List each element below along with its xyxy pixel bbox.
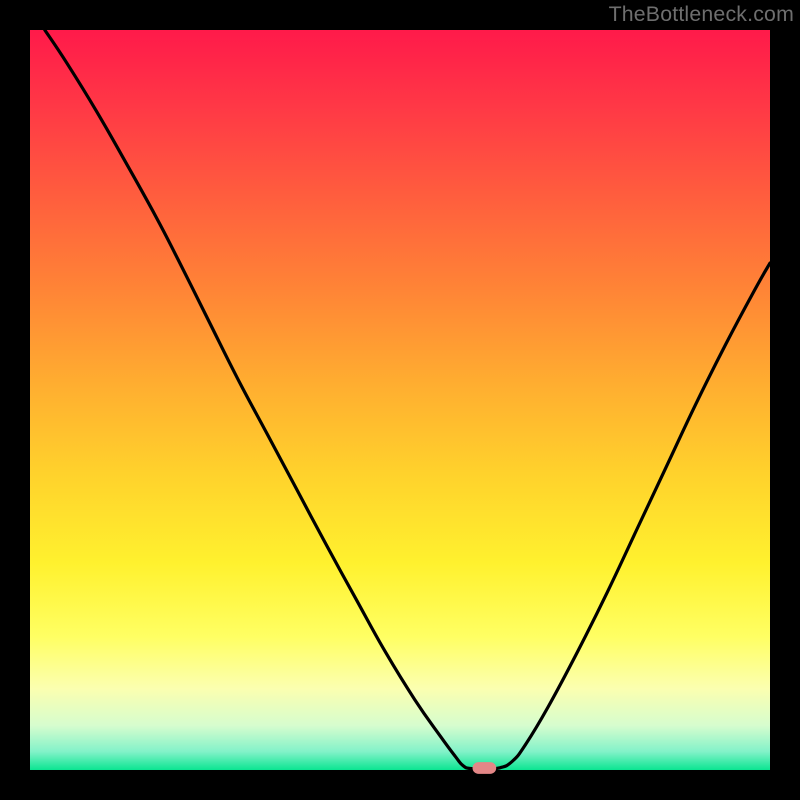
bottleneck-chart: TheBottleneck.com: [0, 0, 800, 800]
chart-svg: [0, 0, 800, 800]
optimal-marker: [473, 762, 497, 774]
plot-background: [30, 30, 770, 770]
